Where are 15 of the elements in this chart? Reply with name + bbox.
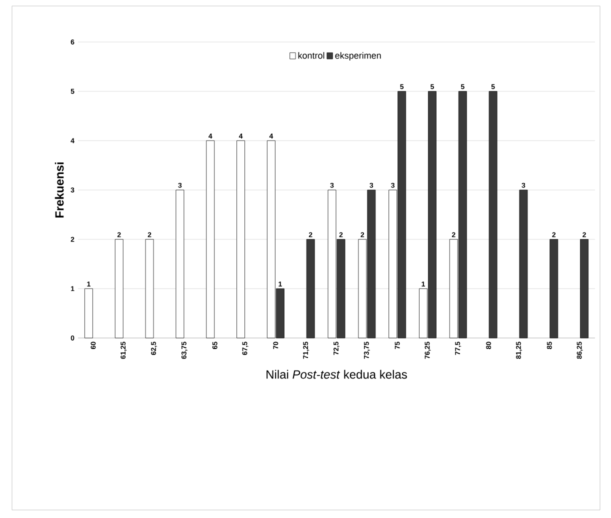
bar	[519, 190, 528, 338]
bar	[84, 288, 93, 338]
bar	[206, 140, 215, 338]
bar	[550, 239, 558, 338]
bar	[176, 190, 184, 338]
bar	[236, 140, 245, 338]
legend-label: kontrol	[298, 52, 324, 59]
bar	[114, 239, 124, 338]
y-axis-title: Frekuensi	[54, 162, 64, 218]
x-axis-title: Nilai Post-test kedua kelas	[266, 370, 407, 379]
bar	[306, 239, 315, 338]
bar	[580, 239, 588, 338]
bar	[145, 239, 154, 338]
legend-label: eksperimen	[335, 52, 381, 60]
bar	[488, 91, 498, 338]
